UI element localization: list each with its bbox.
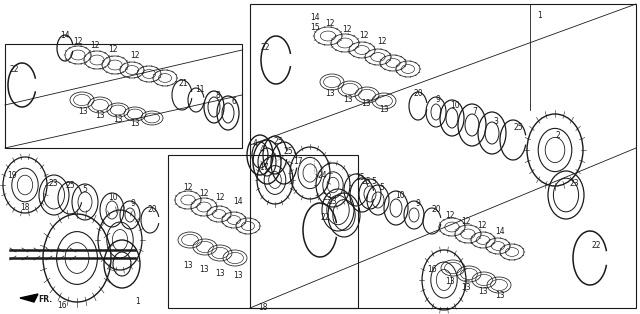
Text: 2: 2 (556, 132, 561, 140)
Text: 12: 12 (131, 51, 140, 59)
Text: 12: 12 (108, 46, 118, 55)
Text: 12: 12 (325, 19, 335, 29)
Text: 23: 23 (322, 193, 332, 203)
Text: 13: 13 (130, 118, 140, 127)
Text: 13: 13 (445, 277, 455, 285)
Text: 17: 17 (293, 158, 303, 166)
Text: 25: 25 (355, 174, 365, 182)
Text: 5: 5 (372, 177, 376, 187)
Text: 13: 13 (215, 268, 225, 278)
Text: 18: 18 (20, 203, 29, 213)
Text: 12: 12 (90, 41, 100, 51)
Text: 12: 12 (183, 183, 193, 192)
Text: 14: 14 (310, 13, 320, 21)
Text: 3: 3 (493, 116, 499, 126)
Text: 22: 22 (320, 214, 330, 223)
Text: 13: 13 (478, 286, 488, 295)
Text: 4: 4 (260, 145, 264, 154)
Text: 7: 7 (472, 107, 477, 116)
Text: 5: 5 (83, 186, 88, 194)
Text: 5: 5 (380, 183, 385, 192)
Text: 12: 12 (445, 210, 455, 219)
Text: 12: 12 (199, 188, 209, 198)
Text: 12: 12 (342, 25, 352, 35)
Text: 13: 13 (183, 261, 193, 269)
Text: 12: 12 (461, 216, 471, 225)
Text: 9: 9 (436, 95, 440, 105)
Text: 20: 20 (413, 89, 423, 99)
Text: 9: 9 (415, 198, 420, 208)
Text: 17: 17 (259, 164, 269, 172)
Text: 1: 1 (538, 10, 542, 19)
Text: 10: 10 (108, 193, 118, 203)
Text: 1: 1 (136, 297, 140, 306)
Text: 12: 12 (359, 31, 369, 41)
Text: 12: 12 (215, 192, 225, 202)
Text: 25: 25 (283, 147, 293, 155)
Text: 22: 22 (591, 241, 601, 250)
Text: 13: 13 (199, 266, 209, 274)
Text: 14: 14 (60, 31, 70, 41)
Text: 20: 20 (431, 204, 441, 214)
Text: 19: 19 (7, 171, 17, 180)
Text: 13: 13 (343, 95, 353, 104)
Text: 13: 13 (495, 290, 505, 300)
Text: 13: 13 (361, 100, 371, 109)
Text: 12: 12 (477, 221, 487, 230)
Text: 22: 22 (260, 42, 269, 51)
Text: 13: 13 (379, 105, 389, 113)
Text: 23: 23 (327, 198, 337, 207)
Text: 11: 11 (195, 85, 205, 95)
Text: 8: 8 (216, 90, 220, 100)
Text: 24: 24 (317, 171, 327, 180)
Text: 20: 20 (147, 204, 157, 214)
Text: 23: 23 (48, 178, 58, 187)
Text: 25: 25 (513, 123, 523, 133)
Text: 15: 15 (310, 23, 320, 31)
Text: 10: 10 (395, 192, 405, 201)
Text: 12: 12 (73, 37, 83, 46)
Text: FR.: FR. (38, 295, 52, 305)
Text: 4: 4 (253, 138, 257, 148)
Text: 12: 12 (377, 37, 387, 46)
Text: 25: 25 (361, 177, 371, 187)
Text: 18: 18 (259, 302, 268, 311)
Text: 16: 16 (427, 266, 437, 274)
Text: 13: 13 (78, 107, 88, 116)
Text: 21: 21 (179, 78, 188, 88)
Text: 9: 9 (131, 198, 136, 208)
Text: 22: 22 (9, 66, 19, 74)
Text: 13: 13 (113, 116, 123, 124)
Text: 14: 14 (495, 226, 505, 236)
Polygon shape (20, 294, 38, 302)
Text: 6: 6 (232, 96, 236, 106)
Text: 10: 10 (450, 101, 460, 111)
Text: 14: 14 (233, 197, 243, 205)
Text: 13: 13 (233, 272, 243, 280)
Text: 16: 16 (57, 301, 67, 311)
Text: 13: 13 (461, 283, 471, 291)
Text: 25: 25 (273, 138, 283, 147)
Text: 23: 23 (569, 178, 579, 187)
Text: 13: 13 (325, 89, 335, 98)
Text: 13: 13 (95, 111, 105, 121)
Text: 25: 25 (65, 181, 75, 191)
